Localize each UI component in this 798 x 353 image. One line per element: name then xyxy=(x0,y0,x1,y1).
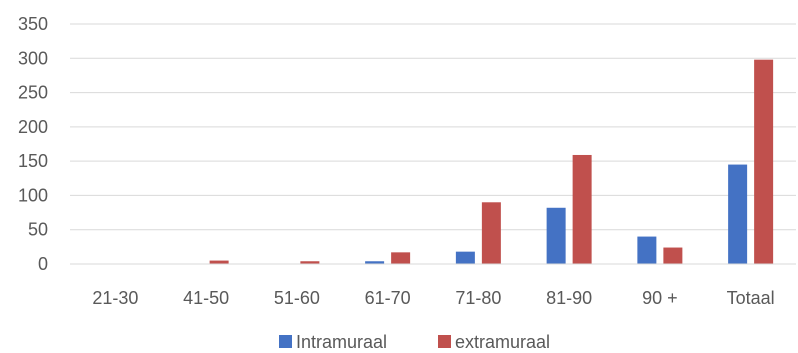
y-tick-label: 50 xyxy=(28,220,48,240)
bar-intramuraal-71-80 xyxy=(455,251,475,264)
y-tick-label: 200 xyxy=(18,117,48,137)
bar-extramuraal-71-80 xyxy=(481,202,501,264)
y-tick-label: 100 xyxy=(18,185,48,205)
bar-intramuraal-61-70 xyxy=(365,261,385,264)
x-tick-label: 61-70 xyxy=(365,288,411,308)
bar-extramuraal-90+ xyxy=(663,247,683,264)
y-tick-label: 250 xyxy=(18,83,48,103)
legend-label-extramuraal: extramuraal xyxy=(455,332,550,352)
x-tick-label: 71-80 xyxy=(455,288,501,308)
x-tick-label: 41-50 xyxy=(183,288,229,308)
bar-intramuraal-90+ xyxy=(637,236,657,264)
legend-swatch-intramuraal xyxy=(279,335,292,348)
x-axis-tick-labels: 21-30 41-50 51-60 61-70 71-80 81-90 90 + Totaal xyxy=(92,288,774,308)
bar-extramuraal-51-60 xyxy=(300,261,320,264)
bar-extramuraal-61-70 xyxy=(391,252,411,264)
bars xyxy=(209,59,774,265)
bar-intramuraal-81-90 xyxy=(546,207,566,264)
bar-extramuraal-41-50 xyxy=(209,260,229,264)
y-tick-label: 350 xyxy=(18,14,48,34)
y-tick-label: 300 xyxy=(18,48,48,68)
bar-intramuraal-Totaal xyxy=(728,164,748,264)
y-tick-label: 150 xyxy=(18,151,48,171)
y-tick-label: 0 xyxy=(38,254,48,274)
gridlines xyxy=(70,23,796,231)
x-tick-label: 90 + xyxy=(642,288,678,308)
legend: Intramuraal extramuraal xyxy=(279,332,550,352)
y-axis-tick-labels: 0 50 100 150 200 250 300 350 xyxy=(18,14,48,274)
legend-swatch-extramuraal xyxy=(438,335,451,348)
x-tick-label: 81-90 xyxy=(546,288,592,308)
bar-extramuraal-81-90 xyxy=(572,154,592,264)
x-tick-label: Totaal xyxy=(727,288,775,308)
bar-extramuraal-Totaal xyxy=(754,59,774,265)
x-tick-label: 21-30 xyxy=(92,288,138,308)
x-tick-label: 51-60 xyxy=(274,288,320,308)
legend-label-intramuraal: Intramuraal xyxy=(296,332,387,352)
